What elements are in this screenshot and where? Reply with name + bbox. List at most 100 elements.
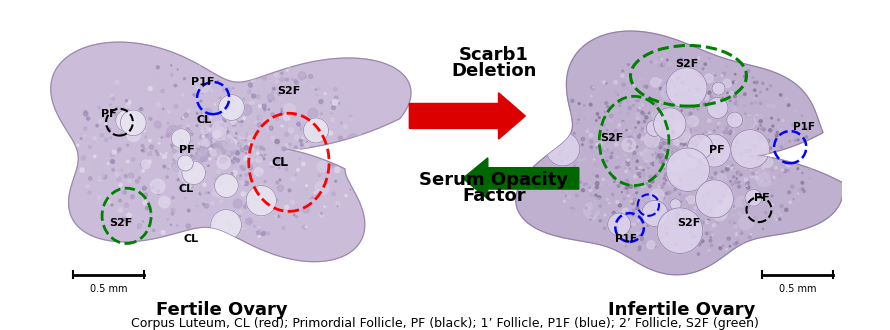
Circle shape xyxy=(228,143,235,150)
Circle shape xyxy=(162,219,166,223)
Circle shape xyxy=(281,108,284,111)
Circle shape xyxy=(338,136,343,140)
Circle shape xyxy=(179,168,192,182)
Circle shape xyxy=(655,153,656,155)
Circle shape xyxy=(262,104,266,108)
Circle shape xyxy=(239,114,241,116)
Circle shape xyxy=(220,144,222,146)
Circle shape xyxy=(102,175,107,179)
Circle shape xyxy=(666,162,669,165)
Circle shape xyxy=(661,165,665,168)
Circle shape xyxy=(721,97,724,100)
Circle shape xyxy=(729,147,732,149)
Circle shape xyxy=(297,195,301,198)
Circle shape xyxy=(660,58,662,60)
Circle shape xyxy=(592,107,593,108)
Circle shape xyxy=(613,149,615,150)
Circle shape xyxy=(279,179,281,181)
Circle shape xyxy=(757,173,771,186)
Circle shape xyxy=(727,112,742,128)
Circle shape xyxy=(237,175,240,179)
Circle shape xyxy=(693,170,696,173)
Circle shape xyxy=(631,202,634,204)
Circle shape xyxy=(674,153,676,155)
Circle shape xyxy=(692,170,696,174)
Circle shape xyxy=(203,183,206,186)
Circle shape xyxy=(99,120,102,123)
Circle shape xyxy=(220,200,222,202)
Circle shape xyxy=(272,88,275,90)
Circle shape xyxy=(294,214,295,215)
Circle shape xyxy=(694,154,696,156)
Circle shape xyxy=(753,97,756,101)
Circle shape xyxy=(678,156,679,157)
Circle shape xyxy=(222,147,226,150)
Circle shape xyxy=(216,149,219,151)
Circle shape xyxy=(627,222,631,225)
Circle shape xyxy=(645,129,649,132)
Circle shape xyxy=(320,185,321,186)
Circle shape xyxy=(704,169,706,171)
Circle shape xyxy=(126,104,130,109)
Circle shape xyxy=(660,185,664,188)
Circle shape xyxy=(636,160,638,162)
Circle shape xyxy=(216,148,218,150)
Circle shape xyxy=(318,120,325,128)
Circle shape xyxy=(703,239,706,242)
Circle shape xyxy=(236,132,238,134)
Circle shape xyxy=(209,242,213,246)
Circle shape xyxy=(718,199,722,202)
Circle shape xyxy=(689,228,691,229)
Circle shape xyxy=(230,142,231,144)
Circle shape xyxy=(236,151,239,155)
Circle shape xyxy=(642,181,645,184)
Circle shape xyxy=(215,157,218,160)
Circle shape xyxy=(676,94,677,96)
Circle shape xyxy=(675,153,677,156)
Circle shape xyxy=(704,63,707,65)
Circle shape xyxy=(210,150,211,151)
Circle shape xyxy=(652,162,653,163)
Circle shape xyxy=(96,124,99,127)
Circle shape xyxy=(257,123,262,127)
Circle shape xyxy=(734,181,738,184)
Circle shape xyxy=(775,134,778,137)
Circle shape xyxy=(687,161,691,164)
Circle shape xyxy=(275,161,277,163)
Circle shape xyxy=(624,97,626,99)
Circle shape xyxy=(279,167,280,169)
Circle shape xyxy=(636,146,638,148)
Circle shape xyxy=(788,170,789,171)
Circle shape xyxy=(721,75,723,76)
Circle shape xyxy=(652,157,653,159)
Circle shape xyxy=(211,89,213,91)
Circle shape xyxy=(661,91,664,94)
Circle shape xyxy=(271,137,274,139)
Circle shape xyxy=(697,108,699,110)
Circle shape xyxy=(235,142,236,143)
Circle shape xyxy=(732,150,735,154)
Circle shape xyxy=(599,183,602,185)
Circle shape xyxy=(196,205,198,207)
Circle shape xyxy=(195,130,198,134)
Circle shape xyxy=(239,166,243,168)
Circle shape xyxy=(80,138,82,139)
Circle shape xyxy=(349,117,352,121)
Circle shape xyxy=(751,123,757,130)
Circle shape xyxy=(721,199,723,201)
Circle shape xyxy=(161,89,165,93)
Circle shape xyxy=(143,201,147,205)
Circle shape xyxy=(660,138,664,141)
Circle shape xyxy=(683,138,684,140)
Text: PF: PF xyxy=(101,109,117,119)
Circle shape xyxy=(623,208,628,214)
Circle shape xyxy=(705,87,707,88)
Circle shape xyxy=(622,138,635,152)
Circle shape xyxy=(708,131,711,134)
Circle shape xyxy=(672,131,675,133)
Circle shape xyxy=(691,243,693,245)
Circle shape xyxy=(211,124,213,126)
Circle shape xyxy=(336,202,340,206)
Circle shape xyxy=(644,79,645,80)
Circle shape xyxy=(132,157,135,161)
